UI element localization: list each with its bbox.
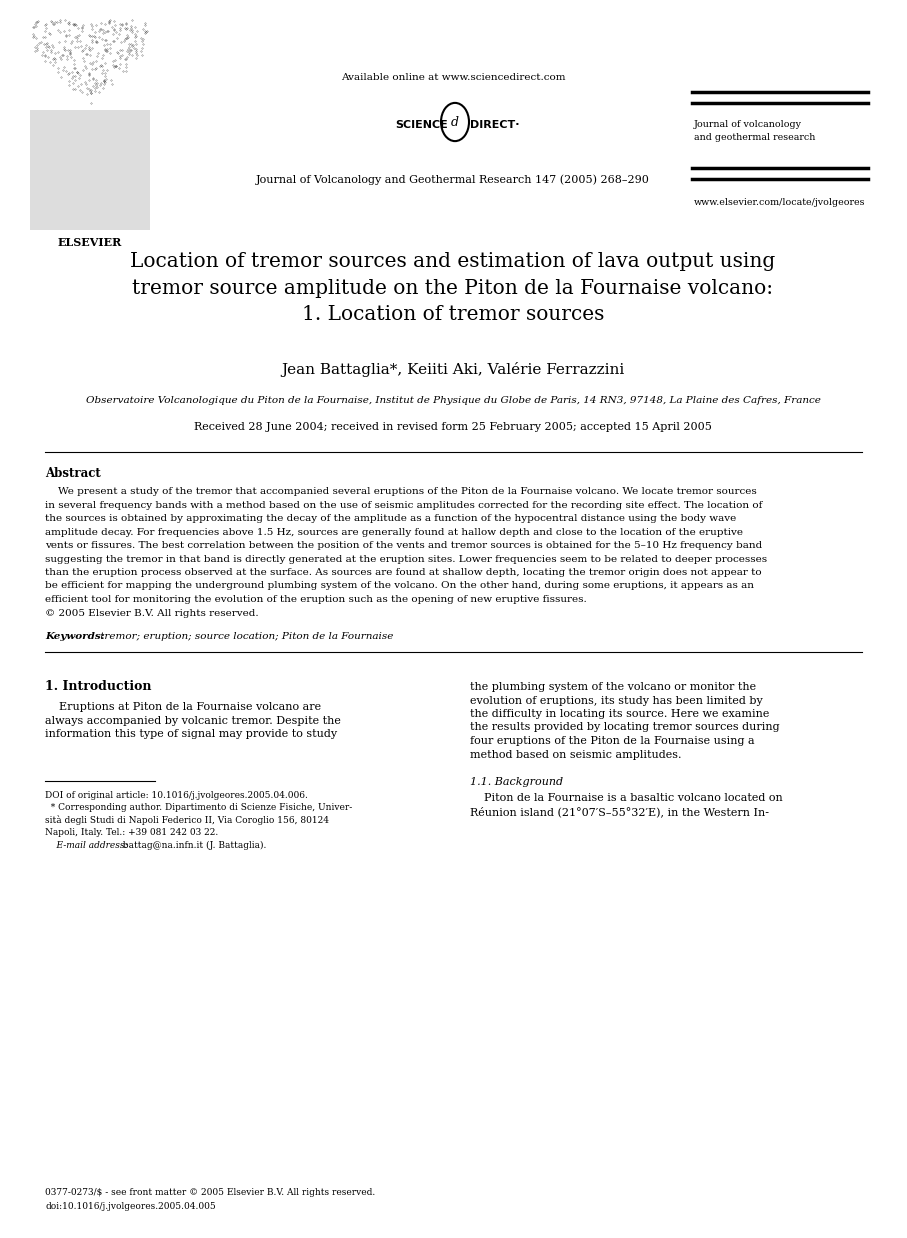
Text: tremor; eruption; source location; Piton de la Fournaise: tremor; eruption; source location; Piton… (97, 633, 394, 641)
Text: Jean Battaglia*, Keiiti Aki, Valérie Ferrazzini: Jean Battaglia*, Keiiti Aki, Valérie Fer… (281, 361, 625, 378)
Text: Received 28 June 2004; received in revised form 25 February 2005; accepted 15 Ap: Received 28 June 2004; received in revis… (194, 422, 712, 432)
Text: the plumbing system of the volcano or monitor the: the plumbing system of the volcano or mo… (470, 682, 756, 692)
Text: 1. Introduction: 1. Introduction (45, 680, 151, 693)
Text: Piton de la Fournaise is a basaltic volcano located on: Piton de la Fournaise is a basaltic volc… (470, 794, 783, 803)
Text: E-mail address:: E-mail address: (45, 841, 128, 849)
Text: evolution of eruptions, its study has been limited by: evolution of eruptions, its study has be… (470, 696, 763, 706)
Text: Réunion island (21°07′S–55°32′E), in the Western In-: Réunion island (21°07′S–55°32′E), in the… (470, 806, 769, 817)
Text: four eruptions of the Piton de la Fournaise using a: four eruptions of the Piton de la Fourna… (470, 737, 755, 747)
Text: than the eruption process observed at the surface. As sources are found at shall: than the eruption process observed at th… (45, 568, 762, 577)
Text: suggesting the tremor in that band is directly generated at the eruption sites. : suggesting the tremor in that band is di… (45, 555, 767, 563)
Text: Location of tremor sources and estimation of lava output using
tremor source amp: Location of tremor sources and estimatio… (131, 253, 775, 324)
Text: Napoli, Italy. Tel.: +39 081 242 03 22.: Napoli, Italy. Tel.: +39 081 242 03 22. (45, 828, 219, 837)
Text: DOI of original article: 10.1016/j.jvolgeores.2005.04.006.: DOI of original article: 10.1016/j.jvolg… (45, 791, 307, 800)
Text: the results provided by locating tremor sources during: the results provided by locating tremor … (470, 723, 780, 733)
Text: www.elsevier.com/locate/jvolgeores: www.elsevier.com/locate/jvolgeores (694, 198, 865, 207)
Text: ELSEVIER: ELSEVIER (58, 236, 122, 248)
Text: Journal of Volcanology and Geothermal Research 147 (2005) 268–290: Journal of Volcanology and Geothermal Re… (256, 175, 650, 186)
Text: sità degli Studi di Napoli Federico II, Via Coroglio 156, 80124: sità degli Studi di Napoli Federico II, … (45, 816, 329, 826)
Text: the difficulty in locating its source. Here we examine: the difficulty in locating its source. H… (470, 709, 769, 719)
Text: © 2005 Elsevier B.V. All rights reserved.: © 2005 Elsevier B.V. All rights reserved… (45, 609, 258, 618)
Text: information this type of signal may provide to study: information this type of signal may prov… (45, 729, 337, 739)
Text: We present a study of the tremor that accompanied several eruptions of the Piton: We present a study of the tremor that ac… (45, 487, 756, 496)
Text: Available online at www.sciencedirect.com: Available online at www.sciencedirect.co… (341, 73, 565, 83)
Text: Observatoire Volcanologique du Piton de la Fournaise, Institut de Physique du Gl: Observatoire Volcanologique du Piton de … (85, 396, 821, 405)
Text: Abstract: Abstract (45, 467, 101, 480)
Text: doi:10.1016/j.jvolgeores.2005.04.005: doi:10.1016/j.jvolgeores.2005.04.005 (45, 1202, 216, 1211)
Text: 1.1. Background: 1.1. Background (470, 777, 563, 787)
Text: be efficient for mapping the underground plumbing system of the volcano. On the : be efficient for mapping the underground… (45, 582, 754, 591)
Text: efficient tool for monitoring the evolution of the eruption such as the opening : efficient tool for monitoring the evolut… (45, 595, 587, 604)
Text: Keywords:: Keywords: (45, 633, 104, 641)
Text: method based on seismic amplitudes.: method based on seismic amplitudes. (470, 749, 681, 759)
Text: the sources is obtained by approximating the decay of the amplitude as a functio: the sources is obtained by approximating… (45, 514, 736, 522)
Text: Eruptions at Piton de la Fournaise volcano are: Eruptions at Piton de la Fournaise volca… (45, 702, 321, 712)
Text: amplitude decay. For frequencies above 1.5 Hz, sources are generally found at ha: amplitude decay. For frequencies above 1… (45, 527, 743, 536)
Text: d: d (451, 115, 459, 129)
Text: SCIENCE: SCIENCE (395, 120, 448, 130)
Text: Journal of volcanology
and geothermal research: Journal of volcanology and geothermal re… (694, 120, 815, 141)
Text: 0377-0273/$ - see front matter © 2005 Elsevier B.V. All rights reserved.: 0377-0273/$ - see front matter © 2005 El… (45, 1188, 375, 1197)
Text: always accompanied by volcanic tremor. Despite the: always accompanied by volcanic tremor. D… (45, 716, 341, 725)
Text: in several frequency bands with a method based on the use of seismic amplitudes : in several frequency bands with a method… (45, 500, 763, 510)
Text: * Corresponding author. Dipartimento di Scienze Fisiche, Univer-: * Corresponding author. Dipartimento di … (45, 803, 352, 812)
Text: battag@na.infn.it (J. Battaglia).: battag@na.infn.it (J. Battaglia). (120, 841, 267, 849)
Bar (30, 110, 150, 230)
Text: DIRECT·: DIRECT· (470, 120, 520, 130)
Text: vents or fissures. The best correlation between the position of the vents and tr: vents or fissures. The best correlation … (45, 541, 762, 550)
